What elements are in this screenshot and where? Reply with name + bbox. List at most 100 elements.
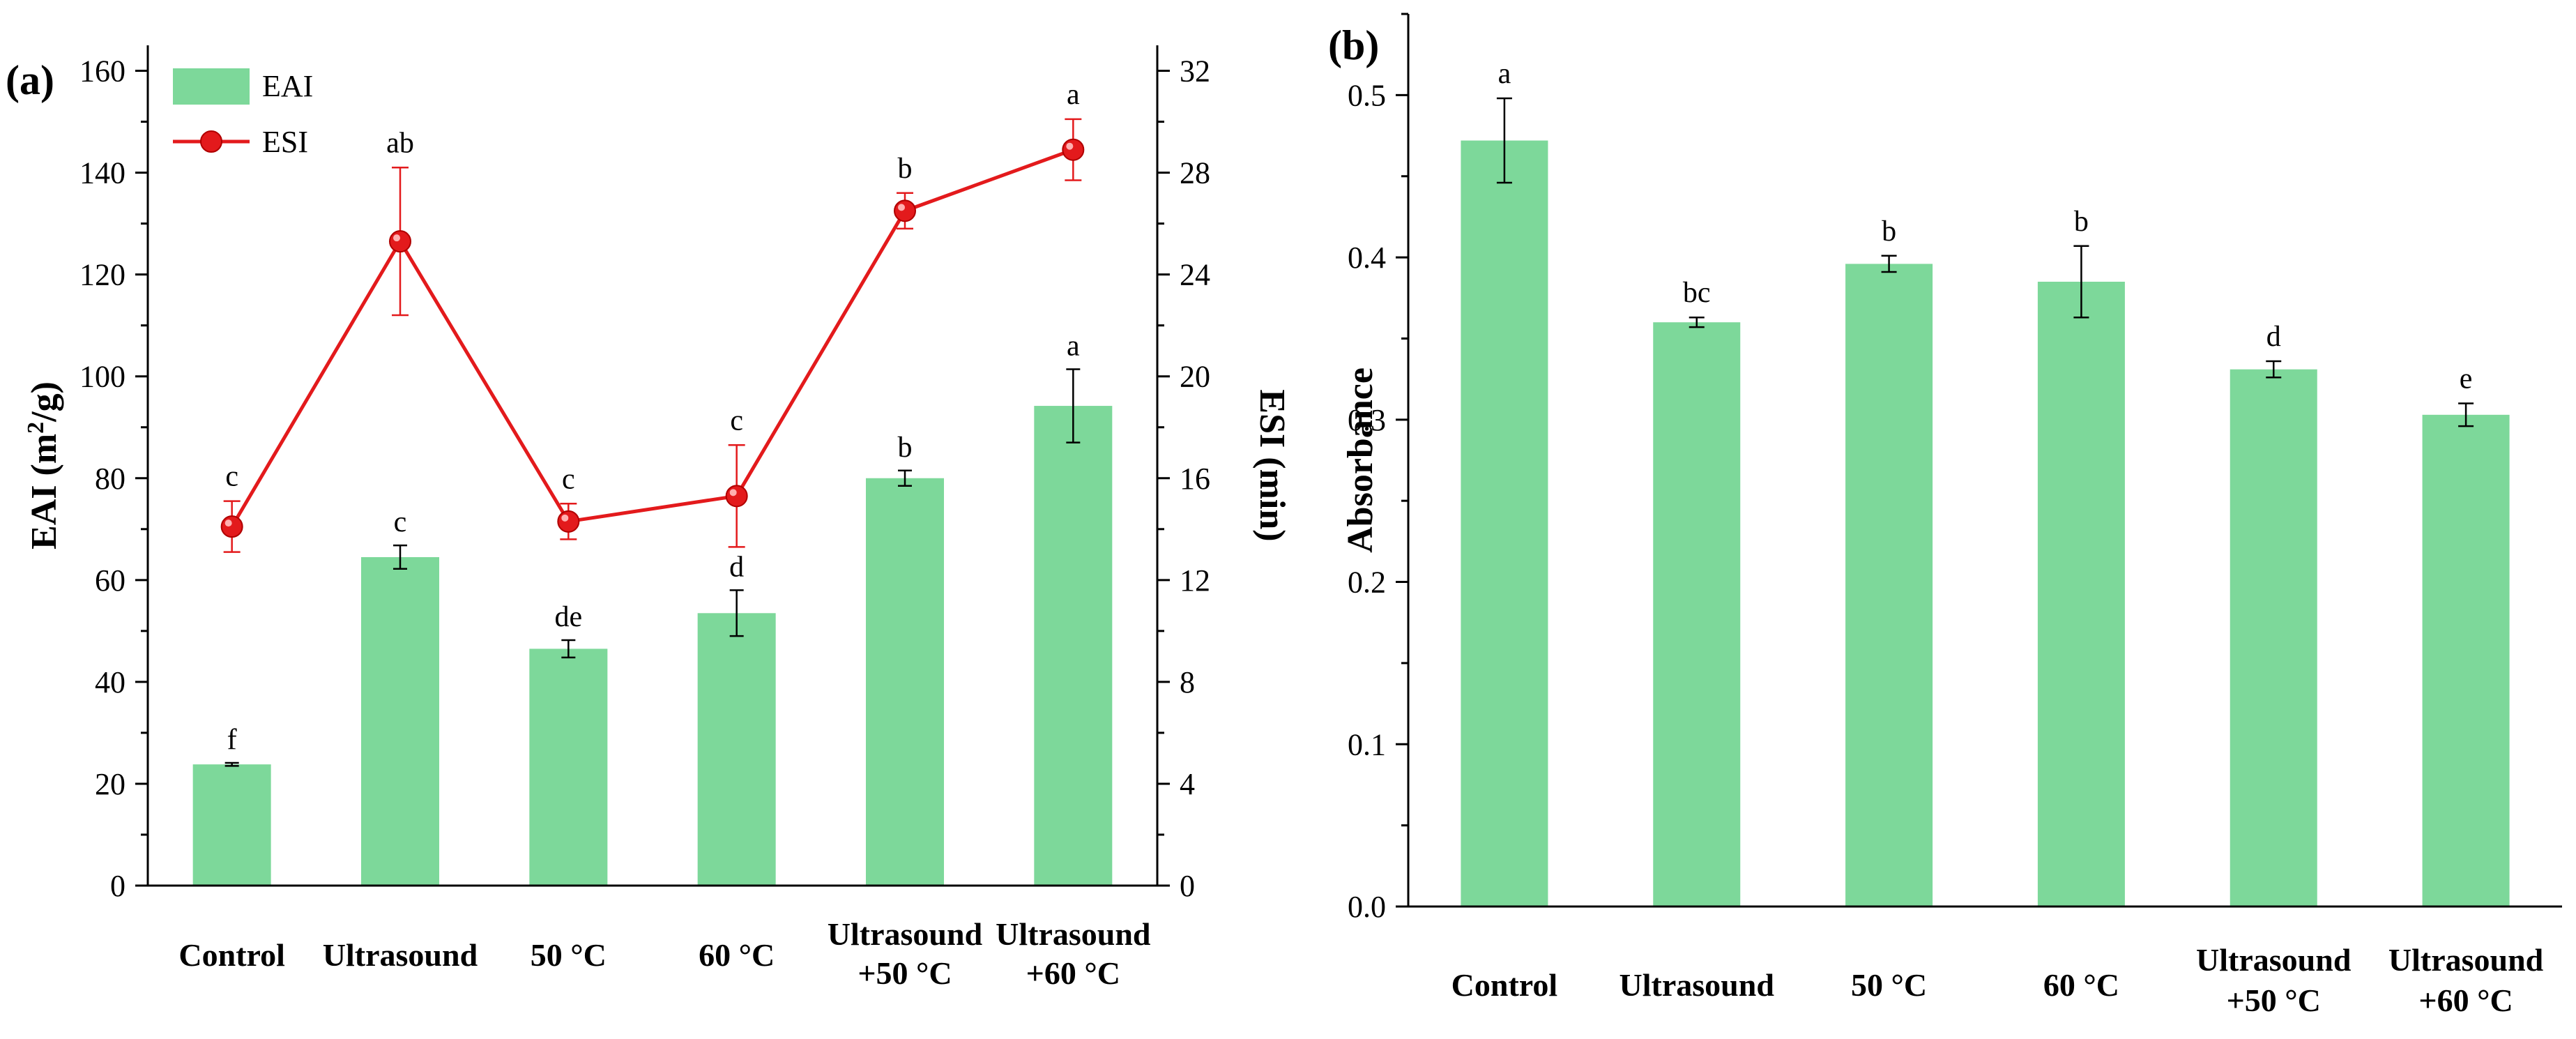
eai-significance-label: d: [729, 551, 744, 583]
x-category-label: 60 °C: [699, 937, 775, 973]
absorbance-error-bar: [1496, 97, 1512, 184]
right-y-tick-label: 16: [1180, 462, 1210, 496]
left-y-tick-label: 160: [79, 54, 125, 89]
eai-error-bar: [393, 544, 407, 570]
absorbance-significance-label: d: [2266, 321, 2281, 353]
y-tick-label: 0.2: [1348, 566, 1386, 600]
left-y-tick-label: 0: [110, 869, 125, 903]
absorbance-error-bar: [2073, 245, 2089, 319]
absorbance-error-bar: [2266, 360, 2282, 379]
esi-point-highlight: [224, 520, 232, 527]
esi-point-highlight: [393, 234, 400, 242]
x-category-label: Ultrasound: [323, 937, 478, 973]
x-category-label: +50 °C: [2227, 983, 2321, 1018]
eai-significance-label: de: [555, 601, 583, 633]
eai-bar: [192, 764, 271, 886]
x-category-label: +60 °C: [1026, 955, 1120, 991]
legend-eai-label: EAI: [262, 69, 313, 103]
esi-point-highlight: [898, 204, 905, 211]
esi-point: [1062, 138, 1085, 161]
left-y-tick-label: 60: [95, 563, 125, 598]
esi-significance-label: ab: [386, 127, 414, 159]
x-category-label: Ultrasound: [1619, 967, 1775, 1003]
absorbance-significance-label: b: [2074, 206, 2089, 238]
eai-error-bar: [1066, 368, 1081, 443]
absorbance-significance-label: a: [1498, 58, 1511, 90]
eai-significance-label: c: [394, 506, 407, 538]
esi-point-highlight: [561, 514, 569, 522]
eai-bar: [1034, 406, 1113, 886]
absorbance-bar: [1845, 264, 1933, 907]
absorbance-bar: [1653, 322, 1741, 907]
esi-point: [725, 485, 748, 508]
right-y-axis-title: ESI (min): [1252, 389, 1292, 541]
esi-point-highlight: [729, 489, 737, 496]
y-tick-label: 0.3: [1348, 403, 1386, 437]
legend-esi-label: ESI: [262, 125, 308, 159]
eai-bar: [697, 613, 776, 886]
right-y-tick-label: 8: [1180, 665, 1195, 699]
esi-significance-label: b: [898, 153, 913, 185]
right-y-tick-label: 4: [1180, 767, 1195, 801]
right-y-tick-label: 20: [1180, 360, 1210, 394]
left-y-tick-label: 140: [79, 156, 125, 190]
esi-series-line: [230, 148, 1074, 528]
eai-significance-label: f: [227, 724, 237, 756]
right-y-tick-label: 12: [1180, 563, 1210, 598]
left-y-tick-label: 80: [95, 462, 125, 496]
panel-b-label: (b): [1328, 22, 1379, 68]
esi-point: [894, 199, 916, 222]
y-tick-label: 0.1: [1348, 727, 1386, 761]
absorbance-error-bar: [1689, 316, 1705, 328]
y-tick-label: 0.4: [1348, 241, 1386, 275]
x-category-label: 50 °C: [1851, 967, 1927, 1003]
x-category-label: Ultrasound: [828, 916, 983, 952]
eai-bar: [361, 556, 439, 886]
esi-point: [389, 230, 411, 253]
eai-error-bar: [224, 761, 239, 767]
right-y-tick-label: 32: [1180, 54, 1210, 89]
absorbance-significance-label: e: [2460, 363, 2473, 395]
esi-significance-label: c: [225, 461, 238, 493]
left-y-tick-label: 120: [79, 258, 125, 292]
eai-bar: [866, 478, 944, 886]
eai-significance-label: b: [898, 432, 913, 464]
esi-point: [557, 510, 580, 533]
eai-error-bar: [561, 639, 576, 659]
panel-a-label: (a): [6, 57, 54, 103]
y-axis-title: Absorbance: [1341, 367, 1380, 553]
absorbance-error-bar: [1881, 255, 1897, 273]
x-category-label: Ultrasound: [2196, 942, 2352, 978]
legend-esi-marker: [200, 130, 222, 153]
y-tick-label: 0.0: [1348, 890, 1386, 924]
eai-error-bar: [729, 589, 744, 637]
esi-significance-label: c: [562, 463, 575, 495]
left-y-axis-title: EAI (m2/g): [23, 381, 64, 549]
absorbance-bar: [2230, 369, 2317, 907]
absorbance-significance-label: b: [1882, 215, 1896, 248]
x-category-label: +50 °C: [858, 955, 952, 991]
eai-error-bar: [898, 469, 912, 487]
absorbance-bar: [2422, 414, 2510, 907]
x-category-label: Ultrasound: [2388, 942, 2544, 978]
right-y-tick-label: 28: [1180, 156, 1210, 190]
esi-point: [220, 515, 243, 538]
y-tick-label: 0.5: [1348, 78, 1386, 112]
panel-a-chart: f c de d b a 0 20 40 60 80 100 120 140 160 0 4 8 12 16 20 24 2…: [6, 45, 1292, 991]
absorbance-bar: [2037, 282, 2125, 907]
left-y-tick-label: 100: [79, 360, 125, 394]
esi-significance-label: c: [730, 404, 743, 437]
panel-b-chart: a bc b b d e 0.0 0.1 0.2 0.3 0.4 0.5 Control Ultrasou…: [1328, 13, 2562, 1018]
absorbance-bar: [1461, 140, 1548, 907]
left-y-tick-label: 40: [95, 665, 125, 699]
x-category-label: Control: [178, 937, 285, 973]
esi-significance-label: a: [1067, 79, 1080, 111]
x-category-label: Control: [1451, 967, 1558, 1003]
absorbance-error-bar: [2458, 402, 2474, 427]
x-category-label: 60 °C: [2043, 967, 2119, 1003]
absorbance-significance-label: bc: [1683, 277, 1711, 309]
x-category-label: Ultrasound: [996, 916, 1151, 952]
left-y-tick-label: 20: [95, 767, 125, 801]
x-category-label: +60 °C: [2418, 983, 2513, 1018]
